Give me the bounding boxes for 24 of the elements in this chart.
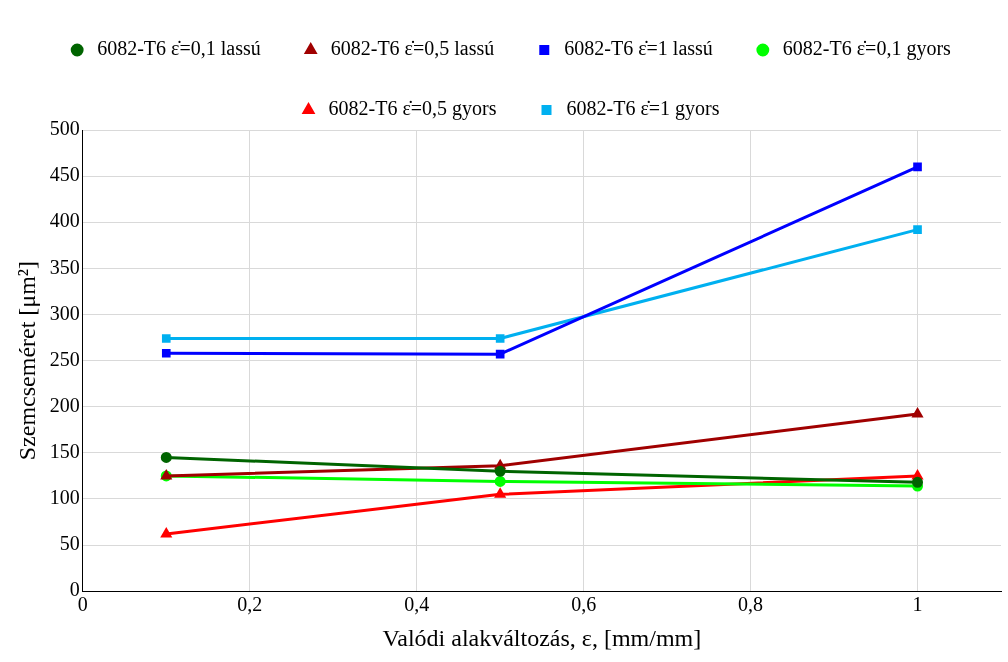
y-tick-label: 450 xyxy=(49,163,80,186)
x-tick-label: 1 xyxy=(912,593,923,616)
y-tick-label: 50 xyxy=(59,532,80,555)
x-axis-title: Valódi alakváltozás, ε, [mm/mm] xyxy=(382,624,702,651)
y-tick-label: 250 xyxy=(49,347,80,370)
x-tick-label: 0,6 xyxy=(571,593,597,616)
x-tick-label: 0,4 xyxy=(404,593,430,616)
y-tick-label: 350 xyxy=(49,255,80,278)
y-tick-label: 150 xyxy=(49,440,80,463)
legend-label: 6082-T6 ε̇=0,1 lassú xyxy=(97,37,261,60)
legend-label: 6082-T6 ε̇=1 gyors xyxy=(566,97,720,121)
y-tick-label: 400 xyxy=(49,209,80,232)
y-axis-title: Szemcseméret [μm²] xyxy=(13,260,40,461)
legend-label: 6082-T6 ε̇=1 lassú xyxy=(564,37,713,60)
y-tick-label: 100 xyxy=(49,486,80,509)
legend-label: 6082-T6 ε̇=0,5 lassú xyxy=(330,37,495,60)
y-tick-label: 200 xyxy=(49,393,80,416)
legend-label: 6082-T6 ε̇=0,5 gyors xyxy=(328,97,497,121)
legend-label: 6082-T6 ε̇=0,1 gyors xyxy=(782,37,952,61)
y-tick-label: 500 xyxy=(49,117,80,140)
x-tick-label: 0,2 xyxy=(237,593,263,616)
y-tick-label: 0 xyxy=(69,578,80,601)
x-tick-label: 0,8 xyxy=(738,593,764,616)
y-tick-label: 300 xyxy=(49,301,80,324)
